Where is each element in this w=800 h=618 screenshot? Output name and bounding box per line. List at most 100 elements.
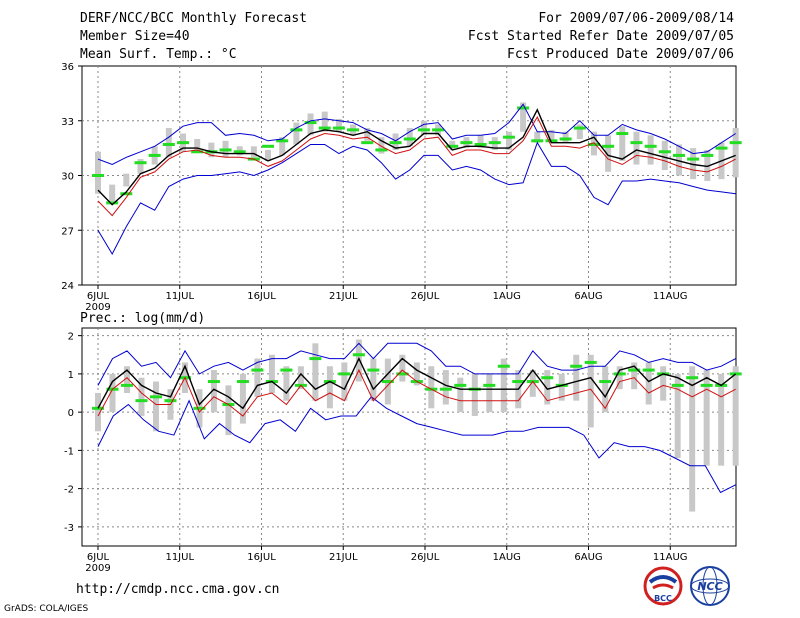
precip-spread-box bbox=[225, 385, 232, 436]
temp-ytick-label: 30 bbox=[61, 172, 74, 183]
temp-spread-box bbox=[505, 131, 512, 150]
precip-ytick-label: 1 bbox=[68, 370, 74, 381]
temp-min-line bbox=[97, 141, 736, 256]
temp-spread-box bbox=[732, 128, 739, 178]
temp-ytick-label: 27 bbox=[61, 226, 74, 237]
temp-spread-box bbox=[675, 144, 682, 176]
temp-spread-box bbox=[293, 122, 300, 145]
ncc-logo: NCC bbox=[690, 566, 730, 606]
produced-date: Fcst Produced Date 2009/07/06 bbox=[507, 47, 734, 62]
precip-spread-box bbox=[500, 358, 507, 413]
temp-year-label: 2009 bbox=[85, 302, 110, 313]
temp-green-marker bbox=[616, 132, 629, 136]
precip-xtick-label: 16JUL bbox=[247, 552, 276, 563]
temp-green-marker bbox=[630, 141, 643, 145]
precip-spread-box bbox=[312, 343, 319, 401]
precip-xtick-label: 11JUL bbox=[165, 552, 194, 563]
temp-ytick-label: 36 bbox=[61, 62, 74, 73]
precip-spread-box bbox=[138, 377, 145, 416]
precip-mean-line bbox=[97, 356, 737, 410]
precip-spread-box bbox=[326, 366, 333, 409]
temp-green-marker bbox=[219, 148, 232, 152]
precip-green-marker bbox=[584, 360, 597, 364]
precip-spread-box bbox=[674, 373, 681, 459]
ncc-logo-text: NCC bbox=[697, 580, 722, 593]
precip-ytick-label: 2 bbox=[68, 332, 74, 343]
temp-green-marker bbox=[545, 139, 558, 143]
bcc-logo: BCC bbox=[643, 566, 683, 606]
precip-spread-box bbox=[297, 366, 304, 390]
chart-title: DERF/NCC/BCC Monthly Forecast bbox=[80, 11, 307, 26]
temp-green-marker bbox=[92, 174, 104, 177]
precip-xtick-label: 21JUL bbox=[329, 552, 358, 563]
precip-spread-box bbox=[544, 370, 551, 405]
temp-green-marker bbox=[672, 153, 685, 157]
precip-green-marker bbox=[512, 380, 525, 384]
temp-green-marker bbox=[715, 146, 728, 150]
temp-spread-box bbox=[576, 124, 583, 139]
precip-green-marker bbox=[280, 368, 293, 372]
precip-green-marker bbox=[497, 364, 510, 368]
precip-spread-box bbox=[529, 370, 536, 397]
temp-green-marker bbox=[262, 144, 275, 148]
temp-spread-box bbox=[619, 126, 626, 161]
precip-green-marker bbox=[352, 353, 365, 357]
precip-green-marker bbox=[251, 368, 264, 372]
precip-title: Prec.: log(mm/d) bbox=[80, 311, 205, 326]
precip-spread-box bbox=[718, 373, 725, 466]
precip-green-marker bbox=[613, 372, 626, 376]
precip-spread-box bbox=[254, 358, 261, 397]
precip-spread-box bbox=[616, 366, 623, 390]
temp-green-marker bbox=[233, 150, 246, 154]
precip-spread-box bbox=[660, 366, 667, 401]
website-url[interactable]: http://cmdp.ncc.cma.gov.cn bbox=[76, 582, 280, 597]
precip-spread-box bbox=[210, 370, 217, 413]
temp-green-marker bbox=[347, 128, 360, 132]
temp-spread-box bbox=[477, 135, 484, 149]
temp-xtick-label: 6AUG bbox=[574, 291, 602, 302]
temp-mean-line bbox=[97, 108, 736, 206]
temp-spread-box bbox=[647, 135, 654, 165]
precip-xtick-label: 6AUG bbox=[574, 552, 602, 563]
precip-spread-box bbox=[413, 362, 420, 386]
temp-spread-box bbox=[95, 151, 101, 194]
temp-spread-box bbox=[704, 149, 711, 181]
temp-spread-box bbox=[208, 142, 215, 158]
precip-spread-box bbox=[152, 381, 159, 432]
precip-xtick-label: 6JUL bbox=[87, 552, 110, 563]
temp-spread-box bbox=[165, 128, 172, 158]
precip-green-marker bbox=[120, 383, 133, 387]
precip-spread-box bbox=[587, 354, 594, 428]
precip-green-marker bbox=[207, 380, 220, 384]
temp-green-marker bbox=[375, 148, 388, 152]
precip-green-marker bbox=[570, 364, 583, 368]
precip-green-marker bbox=[236, 380, 249, 384]
precip-spread-box bbox=[689, 366, 696, 512]
precip-green-marker bbox=[164, 399, 177, 403]
temp-ytick-label: 33 bbox=[61, 117, 74, 128]
precip-spread-box bbox=[370, 358, 377, 401]
temp-spread-box bbox=[307, 113, 314, 136]
temp-spread-box bbox=[420, 120, 427, 136]
precip-spread-box bbox=[486, 373, 493, 413]
temp-green-marker bbox=[290, 128, 303, 132]
temp-green-marker bbox=[389, 141, 402, 145]
precip-green-marker bbox=[439, 387, 452, 391]
temp-spread-box bbox=[194, 139, 201, 152]
precip-green-marker bbox=[483, 383, 496, 387]
temp-green-marker bbox=[644, 144, 657, 148]
temp-spread-box bbox=[661, 140, 668, 171]
precip-spread-box bbox=[732, 366, 739, 466]
temp-green-marker bbox=[474, 142, 487, 146]
precip-spread-box bbox=[457, 377, 464, 413]
precip-green-marker bbox=[671, 383, 684, 387]
temp-green-marker bbox=[318, 126, 331, 130]
temp-green-marker bbox=[134, 161, 147, 165]
precip-median-line bbox=[97, 368, 736, 417]
precip-green-marker bbox=[193, 406, 206, 410]
precip-spread-box bbox=[341, 362, 348, 401]
temp-spread-box bbox=[534, 131, 541, 143]
precip-green-marker bbox=[541, 376, 554, 380]
precip-spread-box bbox=[109, 373, 116, 413]
